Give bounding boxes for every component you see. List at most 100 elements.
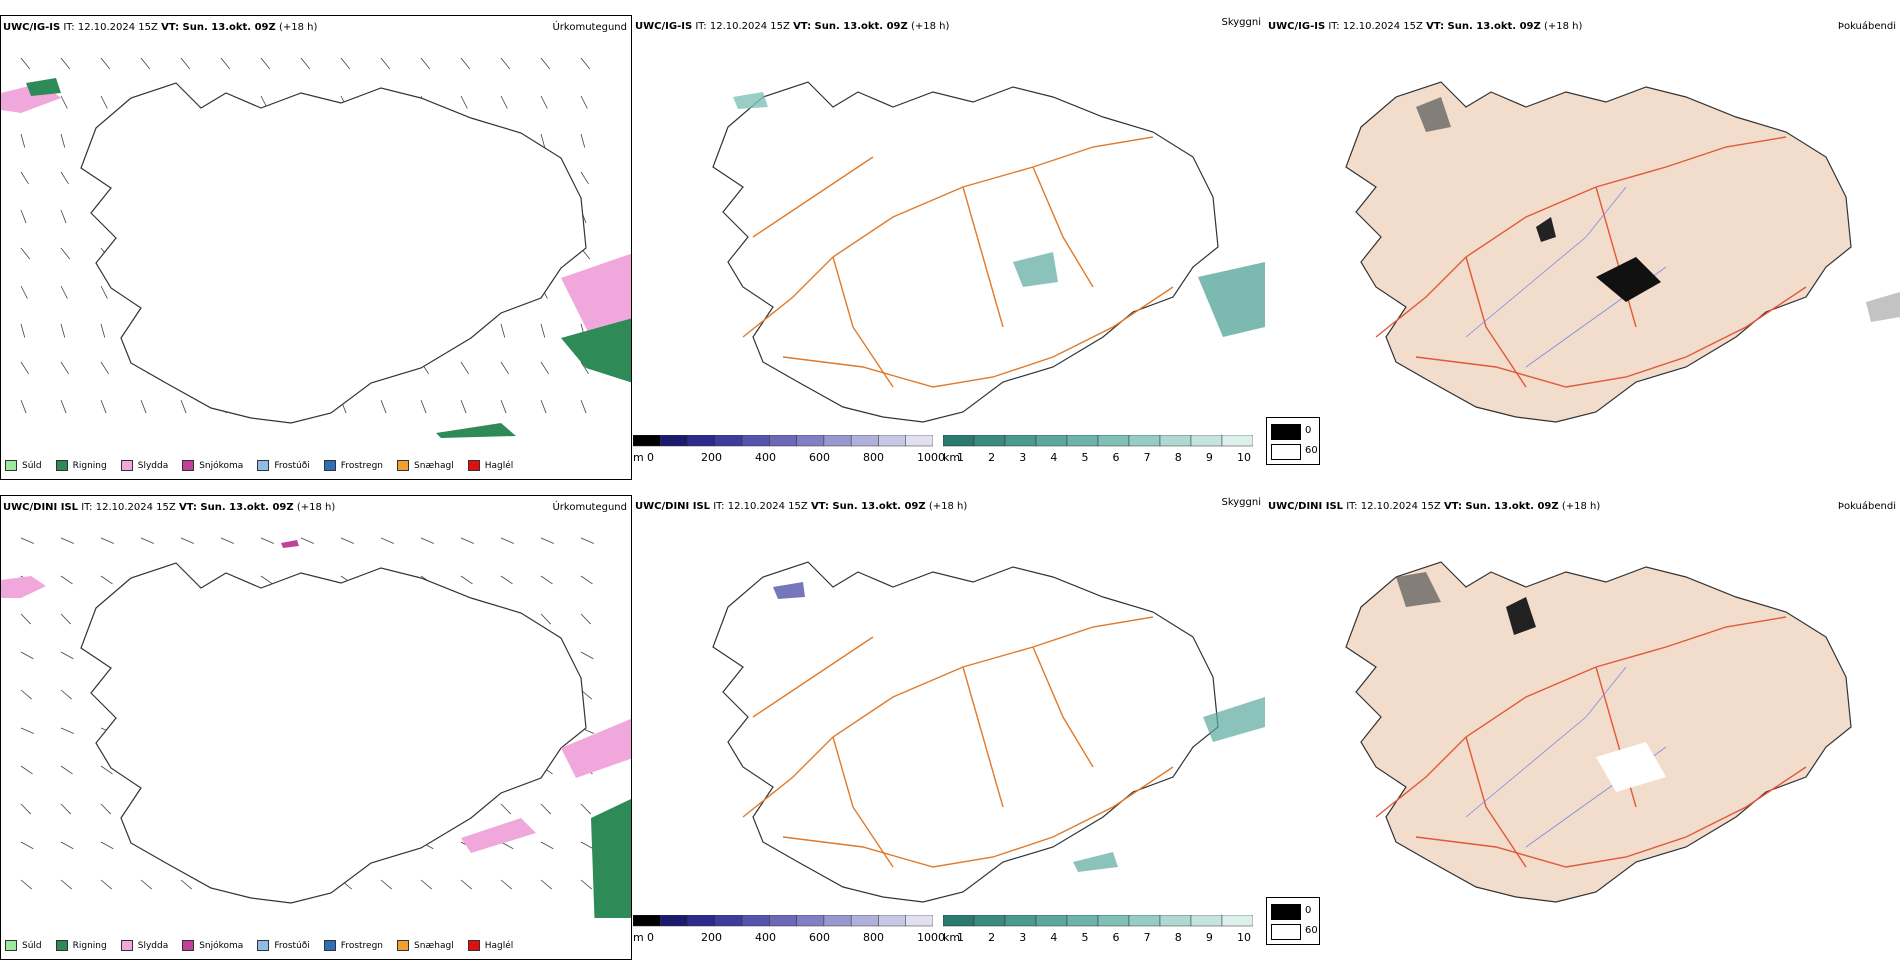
colorbar-tick-label: 4 <box>1050 451 1058 464</box>
colorbar-tick-label: 600 <box>809 931 830 944</box>
precip-area <box>591 798 631 918</box>
precip-area <box>461 818 536 853</box>
wind-barb <box>140 57 151 70</box>
precip-area <box>281 540 299 548</box>
colorbar-unit: m <box>633 451 644 464</box>
fog-legend-swatch-min <box>1271 924 1301 940</box>
fog-area <box>1416 97 1451 132</box>
wind-barb <box>60 133 66 148</box>
wind-barb <box>300 537 315 544</box>
colorbar-swatch <box>796 434 825 447</box>
precip-legend-swatch <box>182 460 195 471</box>
colorbar-swatch <box>633 914 661 927</box>
wind-barb <box>580 171 589 184</box>
wind-barb <box>380 399 387 414</box>
precip-legend-item: Snjókoma <box>182 940 243 951</box>
wind-barb <box>20 171 29 184</box>
precip-legend-swatch <box>397 460 410 471</box>
wind-barb <box>540 95 548 109</box>
visibility-label: Skyggni <box>1221 497 1261 508</box>
fog-indicator-label: Þokuábendi <box>1837 501 1896 512</box>
wind-barb <box>100 95 108 109</box>
wind-barb <box>580 803 592 815</box>
colorbar-swatch <box>1128 914 1161 927</box>
wind-barb <box>260 537 275 544</box>
wind-barb <box>260 575 273 585</box>
precip-type-map <box>1 537 631 918</box>
wind-barb <box>340 537 355 544</box>
low-visibility-area <box>1013 252 1058 287</box>
visibility-colorbar-labels: km 1 2 3 4 5 6 7 8 9 10 <box>943 450 1253 464</box>
precip-legend-label: Slydda <box>137 940 169 951</box>
wind-barb <box>580 361 589 374</box>
wind-barb <box>500 323 506 338</box>
precip-legend-item: Frostúði <box>257 460 310 471</box>
wind-barb <box>500 803 512 815</box>
precip-legend-label: Haglél <box>484 940 514 951</box>
colorbar-swatch <box>905 914 934 927</box>
wind-barb <box>60 171 69 184</box>
wind-barb <box>140 399 147 414</box>
fog-legend-label: 0 <box>1305 425 1312 436</box>
wind-barb <box>60 57 71 70</box>
fog-legend-swatch-max <box>1271 424 1301 440</box>
wind-barb <box>540 575 553 585</box>
fog-indicator-panel-ig: UWC/IG-IS IT: 12.10.2024 15Z VT: Sun. 13… <box>1266 15 1900 480</box>
wind-barb <box>580 399 587 414</box>
wind-barb <box>340 57 351 70</box>
precip-legend-item: Snjókoma <box>182 460 243 471</box>
wind-barb <box>140 537 155 544</box>
colorbar-swatch <box>1004 914 1037 927</box>
precip-legend-item: Súld <box>5 940 42 951</box>
wind-barb <box>60 323 66 338</box>
visibility-label: Skyggni <box>1221 17 1261 28</box>
colorbar-swatch <box>942 914 975 927</box>
wind-barb <box>260 57 271 70</box>
wind-barb <box>380 537 395 544</box>
colorbar-swatch <box>687 434 716 447</box>
wind-barb <box>220 57 231 70</box>
colorbar-tick-label: 1 <box>957 931 964 944</box>
colorbar-swatch <box>1128 434 1161 447</box>
colorbar-swatch <box>1097 434 1130 447</box>
wind-barb <box>580 575 593 585</box>
precip-legend-item: Súld <box>5 460 42 471</box>
wind-barb <box>540 57 551 70</box>
colorbar-tick-label: 6 <box>1112 931 1120 944</box>
visibility-map <box>712 81 1265 423</box>
visibility-panel-dini: UWC/DINI ISL IT: 12.10.2024 15Z VT: Sun.… <box>633 495 1265 960</box>
wind-barb <box>60 765 73 775</box>
wind-barb <box>60 727 75 734</box>
fog-legend-swatch-min <box>1271 444 1301 460</box>
wind-barb <box>140 879 152 890</box>
colorbar-swatch <box>1221 914 1254 927</box>
low-visibility-area <box>1203 697 1265 742</box>
precip-legend-item: Snæhagl <box>397 940 454 951</box>
colorbar-swatch <box>850 914 879 927</box>
precip-area <box>1 576 46 598</box>
low-visibility-area <box>1198 262 1265 337</box>
road-network <box>1375 136 1807 388</box>
wind-barb <box>20 841 34 850</box>
precip-legend-swatch <box>182 940 195 951</box>
colorbar-swatch <box>878 914 906 927</box>
colorbar-tick-label: 2 <box>988 451 996 464</box>
precip-legend-swatch <box>120 460 133 471</box>
panel-title: UWC/DINI ISL IT: 12.10.2024 15Z VT: Sun.… <box>635 501 968 512</box>
iceland-outline <box>1345 561 1852 903</box>
colorbar-swatch <box>1004 434 1037 447</box>
precip-area <box>436 423 516 438</box>
wind-barb <box>100 537 115 544</box>
precip-legend-item: Frostúði <box>257 940 310 951</box>
wind-barb <box>20 133 26 148</box>
visibility-colorbar: km 1 2 3 4 5 6 7 8 9 10 <box>942 434 1254 464</box>
wind-barb <box>580 651 594 660</box>
fog-area <box>1866 292 1900 322</box>
colorbar-tick-label: 8 <box>1174 931 1182 944</box>
wind-barb <box>540 841 554 850</box>
colorbar-tick-label: 0 <box>647 931 654 944</box>
colorbar-tick-label: 5 <box>1081 931 1089 944</box>
precip-legend-swatch <box>323 940 336 951</box>
precip-area <box>561 318 631 383</box>
precip-legend-item: Rigning <box>55 460 107 471</box>
